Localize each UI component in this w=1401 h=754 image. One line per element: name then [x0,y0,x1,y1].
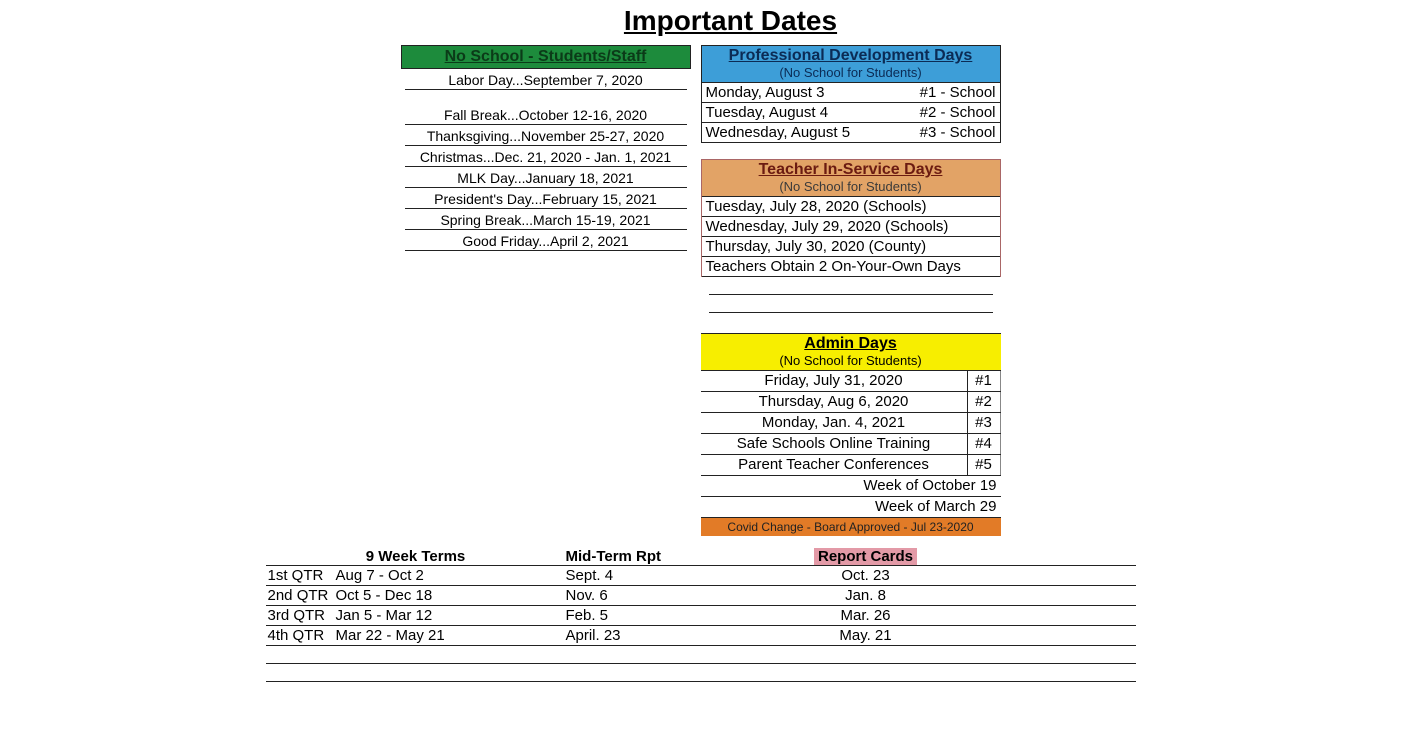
midterm-header: Mid-Term Rpt [566,548,766,565]
no-school-item: Christmas...Dec. 21, 2020 - Jan. 1, 2021 [405,146,687,167]
inservice-subheader: (No School for Students) [702,179,1000,197]
card: Jan. 8 [766,586,966,605]
admin-num: #3 [967,413,1001,433]
inservice-row: Wednesday, July 29, 2020 (Schools) [702,217,1000,237]
no-school-item: Good Friday...April 2, 2021 [405,230,687,251]
admin-date: Monday, Jan. 4, 2021 [701,413,967,433]
admin-row: Thursday, Aug 6, 2020 #2 [701,392,1001,413]
page: Important Dates No School - Students/Sta… [0,0,1401,682]
no-school-item: Fall Break...October 12-16, 2020 [405,104,687,125]
pd-header: Professional Development Days [702,46,1000,65]
admin-week: Week of March 29 [701,497,1001,518]
reportcards-header: Report Cards [766,548,966,565]
terms-table: 9 Week Terms Mid-Term Rpt Report Cards 1… [266,548,1136,682]
inservice-row: Tuesday, July 28, 2020 (Schools) [702,197,1000,217]
no-school-item: Thanksgiving...November 25-27, 2020 [405,125,687,146]
admin-date: Thursday, Aug 6, 2020 [701,392,967,412]
inservice-row: Thursday, July 30, 2020 (County) [702,237,1000,257]
inservice-header: Teacher In-Service Days [702,160,1000,179]
inservice-section: Teacher In-Service Days (No School for S… [701,159,1001,277]
admin-section: Admin Days (No School for Students) Frid… [701,333,1001,536]
inservice-row: Teachers Obtain 2 On-Your-Own Days [702,257,1000,277]
terms-row: 2nd QTR Oct 5 - Dec 18 Nov. 6 Jan. 8 [266,585,1136,605]
admin-num: #4 [967,434,1001,454]
terms-row: 1st QTR Aug 7 - Oct 2 Sept. 4 Oct. 23 [266,565,1136,585]
pd-num: #2 - School [920,103,996,122]
no-school-item: Labor Day...September 7, 2020 [405,69,687,90]
no-school-item: MLK Day...January 18, 2021 [405,167,687,188]
pd-row: Tuesday, August 4 #2 - School [702,103,1000,123]
pd-row: Monday, August 3 #1 - School [702,83,1000,103]
pd-subheader: (No School for Students) [702,65,1000,83]
card: Oct. 23 [766,566,966,585]
admin-num: #5 [967,455,1001,475]
blank-row [266,663,1136,681]
card: May. 21 [766,626,966,645]
qtr: 3rd QTR [266,606,336,625]
pd-row: Wednesday, August 5 #3 - School [702,123,1000,142]
admin-subheader: (No School for Students) [701,353,1001,371]
admin-date: Safe Schools Online Training [701,434,967,454]
pd-date: Monday, August 3 [706,83,825,102]
pd-num: #1 - School [920,83,996,102]
terms-row: 3rd QTR Jan 5 - Mar 12 Feb. 5 Mar. 26 [266,605,1136,625]
admin-week: Week of October 19 [701,476,1001,497]
range: Aug 7 - Oct 2 [336,566,566,585]
mid: April. 23 [566,626,766,645]
no-school-item: Spring Break...March 15-19, 2021 [405,209,687,230]
no-school-section: No School - Students/Staff Labor Day...S… [401,45,691,536]
mid: Sept. 4 [566,566,766,585]
admin-header: Admin Days [701,333,1001,353]
spacer [401,90,691,104]
range: Jan 5 - Mar 12 [336,606,566,625]
admin-date: Parent Teacher Conferences [701,455,967,475]
pd-date: Wednesday, August 5 [706,123,851,142]
reportcards-label: Report Cards [814,548,917,565]
qtr: 2nd QTR [266,586,336,605]
blank-row [266,681,1136,682]
no-school-header: No School - Students/Staff [401,45,691,69]
qtr: 4th QTR [266,626,336,645]
pd-section: Professional Development Days (No School… [701,45,1001,143]
terms-header-row: 9 Week Terms Mid-Term Rpt Report Cards [266,548,1136,565]
admin-row: Friday, July 31, 2020 #1 [701,371,1001,392]
no-school-item: President's Day...February 15, 2021 [405,188,687,209]
admin-num: #1 [967,371,1001,391]
mid: Feb. 5 [566,606,766,625]
pd-date: Tuesday, August 4 [706,103,829,122]
terms-row: 4th QTR Mar 22 - May 21 April. 23 May. 2… [266,625,1136,645]
admin-row: Parent Teacher Conferences #5 [701,455,1001,476]
columns: No School - Students/Staff Labor Day...S… [0,45,1401,536]
covid-note: Covid Change - Board Approved - Jul 23-2… [701,518,1001,536]
admin-num: #2 [967,392,1001,412]
range: Oct 5 - Dec 18 [336,586,566,605]
pd-num: #3 - School [920,123,996,142]
admin-row: Monday, Jan. 4, 2021 #3 [701,413,1001,434]
mid: Nov. 6 [566,586,766,605]
card: Mar. 26 [766,606,966,625]
blank-line [709,295,993,313]
blank-line [709,277,993,295]
terms-header: 9 Week Terms [266,548,566,565]
admin-date: Friday, July 31, 2020 [701,371,967,391]
range: Mar 22 - May 21 [336,626,566,645]
blank-row [266,645,1136,663]
page-title: Important Dates [0,5,1401,37]
qtr: 1st QTR [266,566,336,585]
admin-row: Safe Schools Online Training #4 [701,434,1001,455]
right-column: Professional Development Days (No School… [701,45,1001,536]
